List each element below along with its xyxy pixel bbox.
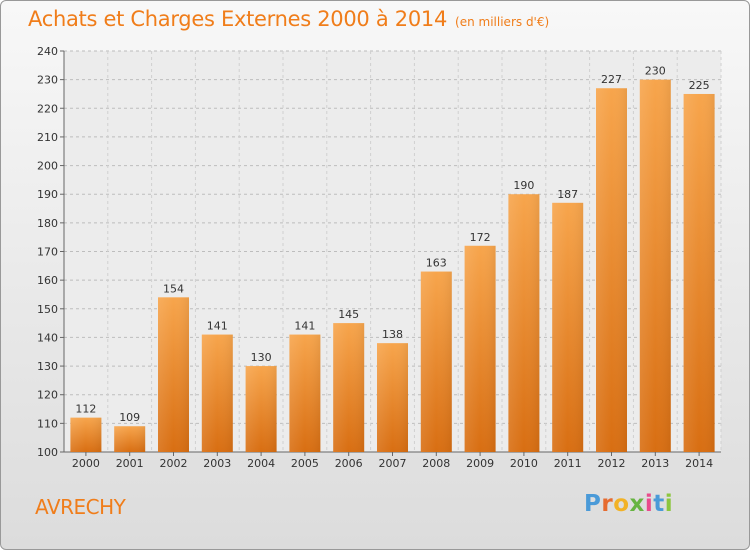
y-tick-label: 160 (37, 274, 58, 287)
y-tick-label: 100 (37, 446, 58, 459)
bar-value-label: 154 (163, 282, 184, 295)
proxiti-logo[interactable]: Proxiti (584, 491, 673, 517)
x-tick-label: 2003 (203, 457, 231, 470)
bar-shade (377, 343, 408, 452)
bar-shade (114, 426, 146, 452)
x-tick-label: 2010 (510, 457, 538, 470)
y-tick-label: 230 (37, 74, 58, 87)
x-tick-label: 2013 (641, 457, 669, 470)
bar-value-label: 145 (338, 308, 359, 321)
bar-2001 (114, 426, 146, 452)
bar-2014 (683, 93, 715, 452)
bar-shade (158, 297, 189, 452)
logo-letter: x (629, 491, 645, 517)
x-tick-label: 2006 (335, 457, 363, 470)
bar-value-label: 190 (513, 179, 534, 192)
y-tick-label: 130 (37, 360, 58, 373)
bar-value-label: 225 (689, 79, 710, 92)
bar-value-label: 112 (75, 403, 96, 416)
bar-2013 (639, 79, 671, 453)
bar-shade (508, 194, 540, 452)
bar-2009 (464, 245, 496, 452)
bar-shade (464, 245, 496, 452)
x-tick-label: 2014 (685, 457, 713, 470)
x-tick-label: 2002 (160, 457, 188, 470)
bar-shade (70, 417, 102, 452)
bar-value-label: 163 (426, 257, 447, 270)
bar-value-label: 187 (557, 188, 578, 201)
y-tick-label: 210 (37, 131, 58, 144)
logo-letter: r (601, 491, 614, 517)
y-tick-label: 220 (37, 102, 58, 115)
bar-2008 (420, 271, 452, 452)
logo-letter: P (584, 491, 602, 517)
x-tick-label: 2004 (247, 457, 275, 470)
logo-letter: i (664, 491, 674, 517)
x-tick-label: 2001 (116, 457, 144, 470)
bar-value-label: 230 (645, 65, 666, 78)
x-tick-label: 2000 (72, 457, 100, 470)
bar-shade (683, 93, 715, 452)
bar-2011 (552, 202, 584, 452)
x-tick-label: 2008 (422, 457, 450, 470)
bar-2012 (596, 88, 627, 452)
bar-2004 (245, 366, 277, 452)
commune-name: AVRECHY (35, 495, 126, 519)
bar-2000 (70, 417, 102, 452)
chart-subtitle: (en milliers d'€) (455, 15, 550, 29)
bar-value-label: 227 (601, 73, 622, 86)
logo-letter: i (644, 491, 654, 517)
bars (70, 79, 715, 453)
bar-value-label: 109 (119, 411, 140, 424)
y-tick-label: 240 (37, 45, 58, 58)
x-tick-label: 2011 (554, 457, 582, 470)
bar-shade (289, 334, 321, 452)
logo-letter: o (613, 491, 630, 517)
bar-2005 (289, 334, 321, 452)
bar-shade (245, 366, 277, 452)
title-row: Achats et Charges Externes 2000 à 2014 (e… (28, 7, 549, 31)
bar-shade (201, 334, 233, 452)
y-tick-label: 140 (37, 331, 58, 344)
x-tick-label: 2009 (466, 457, 494, 470)
bar-2006 (333, 323, 365, 452)
y-tick-label: 170 (37, 246, 58, 259)
bar-2003 (201, 334, 233, 452)
bar-value-label: 141 (207, 320, 228, 333)
y-tick-label: 110 (37, 417, 58, 430)
chart-title: Achats et Charges Externes 2000 à 2014 (28, 7, 448, 31)
bar-shade (596, 88, 627, 452)
bar-value-label: 141 (294, 320, 315, 333)
bar-value-label: 138 (382, 328, 403, 341)
x-tick-label: 2007 (379, 457, 407, 470)
bar-2007 (377, 343, 408, 452)
y-tick-label: 200 (37, 160, 58, 173)
x-tick-label: 2005 (291, 457, 319, 470)
bar-shade (639, 79, 671, 453)
bar-2002 (158, 297, 189, 452)
bar-shade (552, 202, 584, 452)
bar-value-label: 130 (251, 351, 272, 364)
bar-shade (420, 271, 452, 452)
y-tick-label: 150 (37, 303, 58, 316)
x-tick-label: 2012 (598, 457, 626, 470)
y-tick-label: 190 (37, 188, 58, 201)
bar-shade (333, 323, 365, 452)
data-labels: 112 109 154 141 130 141 145 138 163 172 190 187 227 2… (75, 65, 709, 425)
y-tick-label: 120 (37, 389, 58, 402)
logo-letter: t (653, 491, 665, 517)
bar-2010 (508, 194, 540, 452)
bar-value-label: 172 (470, 231, 491, 244)
y-tick-label: 180 (37, 217, 58, 230)
